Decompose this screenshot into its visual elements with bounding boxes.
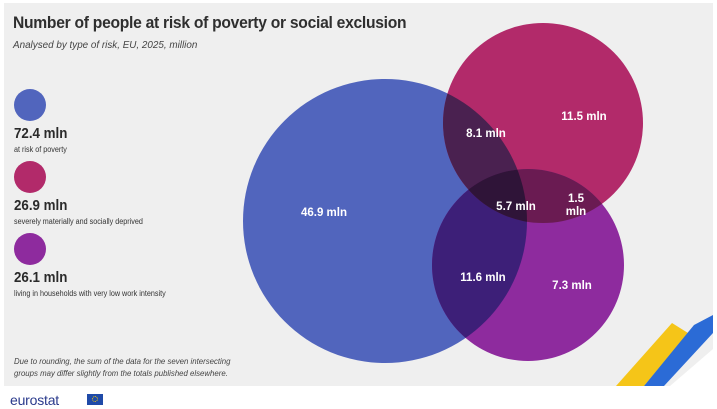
- label-deprived-lowwork-2: mln: [566, 206, 586, 218]
- region-poverty-deprived: [443, 79, 527, 223]
- label-deprived-only: 11.5 mln: [561, 111, 606, 123]
- legend-desc-lowwork: living in households with very low work …: [14, 289, 166, 298]
- legend-desc-poverty: at risk of poverty: [14, 145, 67, 154]
- legend-value-lowwork: 26.1 mln: [14, 270, 68, 286]
- rounding-note: Due to rounding, the sum of the data for…: [14, 356, 231, 378]
- infographic-panel: Number of people at risk of poverty or s…: [4, 3, 713, 386]
- label-deprived-lowwork-1: 1.5: [568, 193, 585, 205]
- label-poverty-deprived: 8.1 mln: [466, 128, 506, 140]
- venn-diagram: 46.9 mln 8.1 mln 11.5 mln 5.7 mln 1.5 ml…: [243, 23, 713, 386]
- label-poverty-only: 46.9 mln: [301, 207, 347, 219]
- eurostat-logo: eurostat: [10, 392, 59, 408]
- region-poverty-lowwork: [432, 169, 527, 361]
- legend-value-deprived: 26.9 mln: [14, 198, 68, 214]
- legend-desc-deprived: severely materially and socially deprive…: [14, 217, 143, 226]
- label-poverty-lowwork: 11.6 mln: [460, 272, 505, 284]
- label-all-three: 5.7 mln: [496, 201, 536, 213]
- page-title: Number of people at risk of poverty or s…: [13, 13, 407, 32]
- legend-dot-icon-poverty: [14, 89, 46, 121]
- legend-value-poverty: 72.4 mln: [14, 126, 68, 142]
- legend-dot-icon-deprived: [14, 161, 46, 193]
- legend-dot-icon-lowwork: [14, 233, 46, 265]
- label-lowwork-only: 7.3 mln: [552, 280, 592, 292]
- eu-flag-icon: [87, 394, 103, 405]
- corner-stripes-icon: [616, 315, 713, 386]
- page-subtitle: Analysed by type of risk, EU, 2025, mill…: [13, 39, 198, 51]
